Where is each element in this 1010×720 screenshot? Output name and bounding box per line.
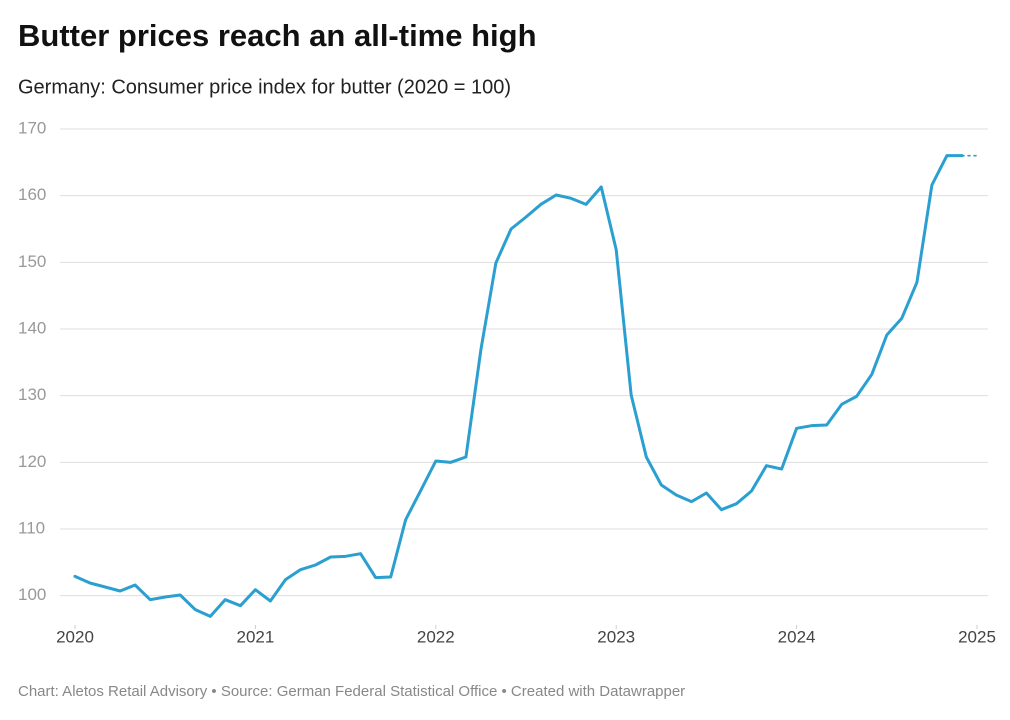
y-tick-label: 100 (18, 585, 46, 604)
data-line (73, 154, 964, 618)
chart-subtitle: Germany: Consumer price index for butter… (18, 76, 511, 98)
x-tick-label: 2024 (778, 627, 816, 646)
y-tick-label: 130 (18, 385, 46, 404)
x-tick-label: 2025 (958, 627, 996, 646)
x-tick-label: 2020 (56, 627, 94, 646)
chart-footer: Chart: Aletos Retail Advisory • Source: … (18, 683, 685, 700)
y-tick-label: 120 (18, 452, 46, 471)
y-tick-label: 170 (18, 118, 46, 137)
y-tick-label: 110 (18, 518, 45, 537)
y-tick-label: 160 (18, 185, 46, 204)
y-tick-label: 150 (18, 252, 46, 271)
x-tick-label: 2023 (597, 627, 635, 646)
x-tick-label: 2022 (417, 627, 455, 646)
chart-title: Butter prices reach an all-time high (18, 18, 537, 53)
x-tick-label: 2021 (236, 627, 274, 646)
y-tick-label: 140 (18, 318, 46, 337)
